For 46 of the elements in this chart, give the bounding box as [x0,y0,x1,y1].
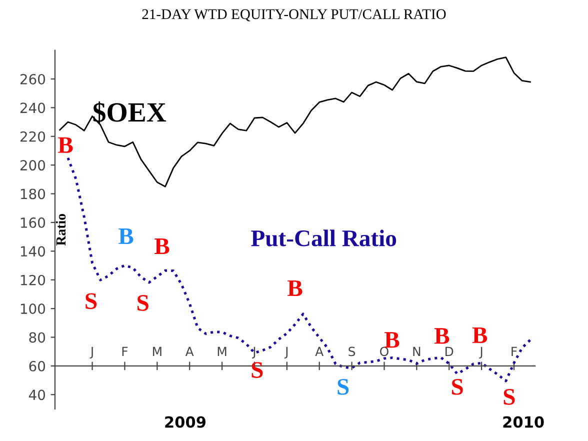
x-tick-label: O [380,346,388,356]
annotation: B [384,332,400,348]
annotation: B [288,280,302,296]
y-tick-label: 140 [20,246,46,257]
x-tick-label: J [284,346,288,358]
y-tick-label: 220 [20,131,46,142]
annotation: S [504,388,515,405]
y-tick-label: 200 [20,160,46,171]
annotation: B [472,327,488,343]
annotation: S [138,295,148,311]
x-tick-label: J [479,346,482,358]
chart-title: 21-DAY WTD EQUITY-ONLY PUT/CALL RATIO [142,9,446,22]
series-label: $OEX [93,101,166,124]
annotation: S [452,378,463,395]
x-tick-label: M [152,346,162,356]
x-tick-label: F [122,346,128,356]
annotation: S [252,362,263,378]
y-tick-label: 260 [20,74,46,84]
x-tick-label: A [315,346,324,356]
x-tick-label: M [218,346,226,356]
y-tick-label: 60 [29,360,46,372]
y-tick-label: 100 [20,304,46,314]
y-tick-label: 40 [28,390,46,400]
y-tick-label: 240 [20,102,46,114]
annotation: S [338,378,349,395]
annotation: B [154,238,170,254]
x-tick-label: S [348,346,356,356]
x-tick-label: N [413,346,420,356]
y-tick-label: 80 [29,332,46,343]
annotation: S [86,293,97,310]
text: 2010 [503,416,544,428]
x-tick-label: F [512,346,517,356]
y-tick-label: 120 [20,274,46,286]
y-tick-label: 160 [20,217,46,228]
annotation: B [434,328,450,344]
line-series [59,56,531,188]
x-tick-label: J [90,346,93,358]
x-tick-label: J [252,346,256,358]
text: 2009 [165,416,206,428]
y-tick-label: 180 [20,188,46,200]
x-tick-label: A [185,346,194,356]
y-axis-title: Ratio [56,214,66,246]
annotation: B [58,137,73,153]
text: Put-Call Ratio [251,230,396,246]
annotation: B [118,228,134,244]
x-tick-label: D [446,346,454,356]
